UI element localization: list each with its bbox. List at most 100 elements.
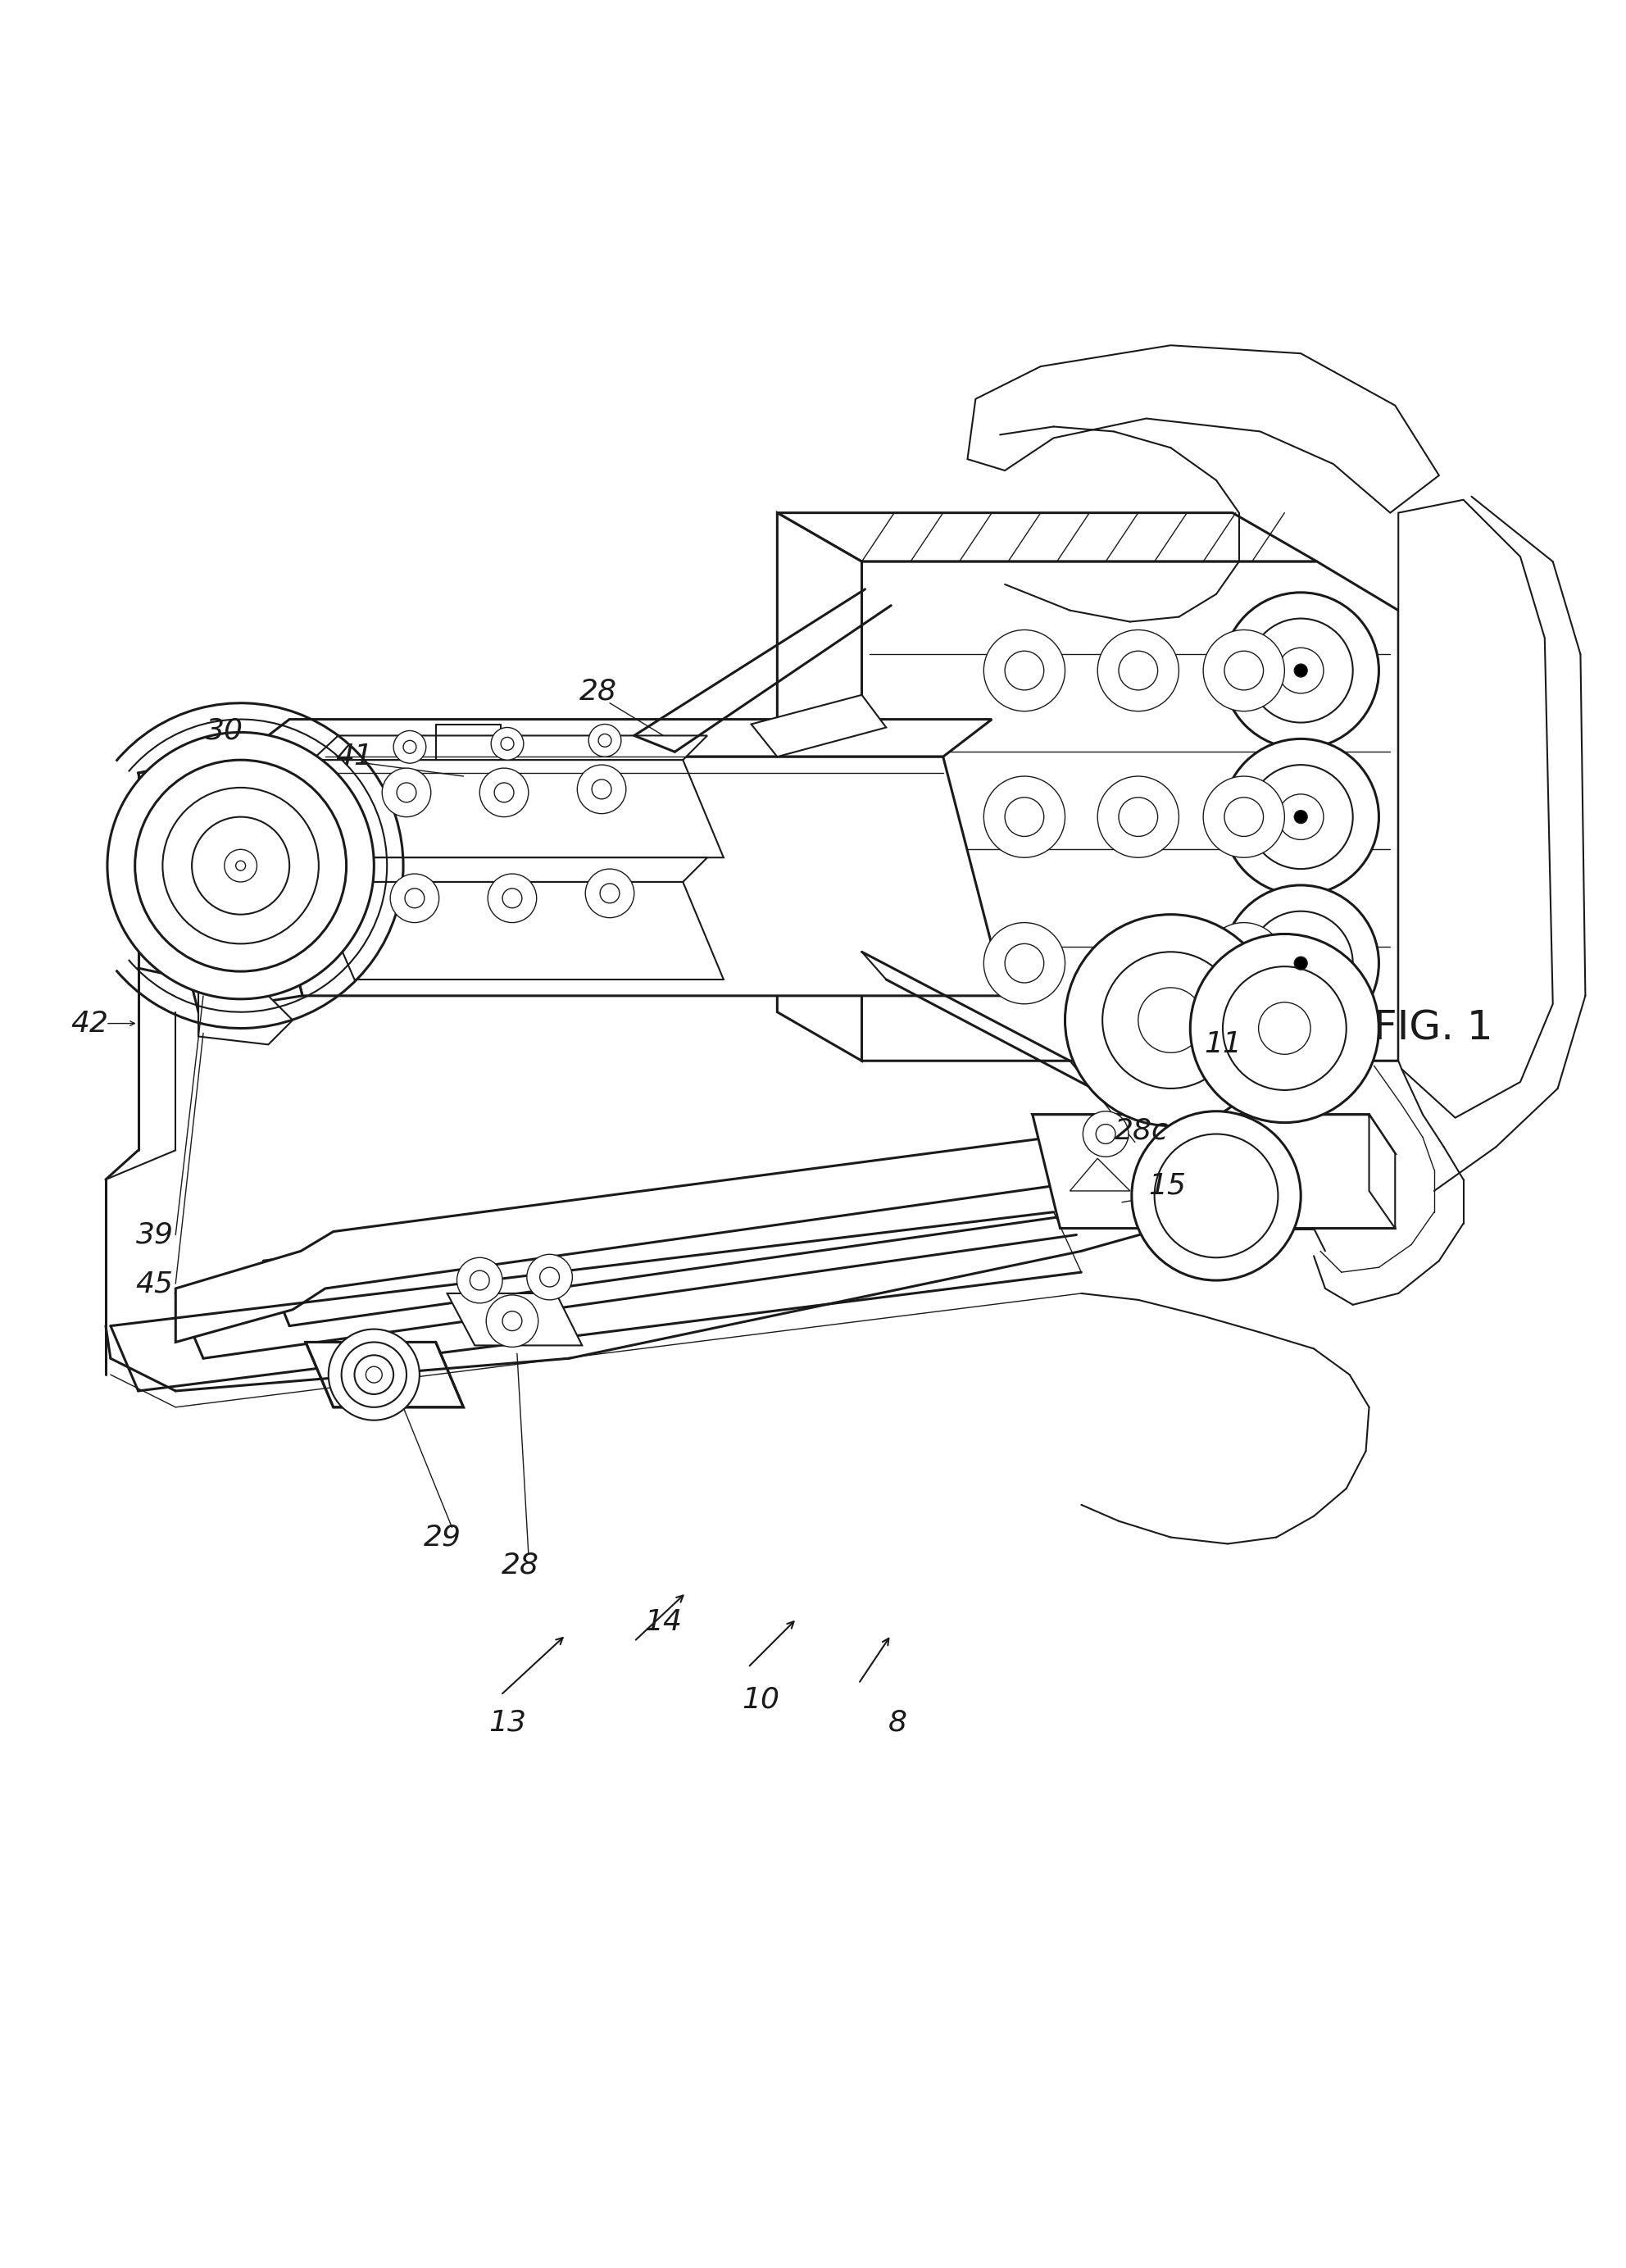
Circle shape: [984, 631, 1065, 712]
Circle shape: [1224, 943, 1263, 982]
Polygon shape: [312, 882, 724, 980]
Circle shape: [1190, 934, 1379, 1123]
Circle shape: [403, 739, 416, 753]
Circle shape: [1098, 776, 1179, 857]
Circle shape: [457, 1256, 502, 1304]
Circle shape: [1083, 1111, 1128, 1157]
Circle shape: [224, 850, 257, 882]
Polygon shape: [198, 939, 293, 987]
Circle shape: [592, 780, 611, 798]
Polygon shape: [862, 562, 1398, 1061]
Circle shape: [1119, 798, 1158, 837]
Circle shape: [577, 764, 626, 814]
Text: 39: 39: [135, 1220, 174, 1250]
Text: 10: 10: [741, 1685, 780, 1715]
Polygon shape: [306, 1343, 463, 1406]
Circle shape: [1249, 912, 1353, 1016]
Polygon shape: [447, 1293, 582, 1345]
Circle shape: [1294, 810, 1307, 823]
Circle shape: [1203, 923, 1285, 1005]
Text: 29: 29: [423, 1524, 462, 1551]
Circle shape: [1249, 619, 1353, 723]
Circle shape: [1223, 966, 1346, 1091]
Circle shape: [1259, 1002, 1311, 1055]
Circle shape: [405, 889, 424, 907]
Polygon shape: [1398, 499, 1553, 1118]
Circle shape: [1154, 1134, 1278, 1256]
Circle shape: [135, 760, 346, 971]
Text: 14: 14: [644, 1608, 683, 1635]
Circle shape: [382, 769, 431, 816]
Circle shape: [390, 873, 439, 923]
Polygon shape: [1033, 1114, 1395, 1154]
Circle shape: [1278, 794, 1324, 839]
Text: 28: 28: [579, 678, 618, 705]
Circle shape: [107, 733, 374, 998]
Circle shape: [1119, 651, 1158, 689]
Circle shape: [1249, 764, 1353, 869]
Circle shape: [486, 1295, 538, 1347]
Polygon shape: [967, 345, 1439, 513]
Text: 28c: 28c: [1114, 1116, 1169, 1145]
Circle shape: [1119, 943, 1158, 982]
Text: 42: 42: [70, 1009, 109, 1036]
Circle shape: [393, 730, 426, 764]
Polygon shape: [241, 758, 1005, 996]
Polygon shape: [138, 758, 302, 1012]
Circle shape: [598, 735, 611, 746]
Circle shape: [1138, 987, 1203, 1052]
Polygon shape: [777, 513, 1317, 562]
Circle shape: [236, 862, 246, 871]
Polygon shape: [1070, 1159, 1130, 1191]
Text: 30: 30: [205, 717, 244, 744]
Circle shape: [1223, 592, 1379, 748]
Circle shape: [1098, 923, 1179, 1005]
Text: 41: 41: [335, 744, 374, 771]
Text: FIG. 1: FIG. 1: [1374, 1009, 1493, 1048]
Circle shape: [1005, 943, 1044, 982]
Circle shape: [328, 1329, 420, 1420]
Text: 13: 13: [488, 1708, 527, 1737]
Circle shape: [1224, 651, 1263, 689]
Circle shape: [984, 923, 1065, 1005]
Polygon shape: [751, 694, 886, 758]
Circle shape: [600, 885, 620, 903]
Circle shape: [163, 787, 319, 943]
Text: 28: 28: [501, 1551, 540, 1579]
Circle shape: [1203, 631, 1285, 712]
Circle shape: [480, 769, 528, 816]
Polygon shape: [312, 735, 707, 760]
Polygon shape: [198, 984, 293, 1046]
Circle shape: [1132, 1111, 1301, 1281]
Circle shape: [502, 889, 522, 907]
Circle shape: [1096, 1125, 1115, 1143]
Polygon shape: [312, 857, 707, 882]
Circle shape: [491, 728, 524, 760]
Polygon shape: [176, 758, 504, 984]
Text: 11: 11: [1203, 1030, 1242, 1059]
Text: 45: 45: [135, 1270, 174, 1297]
Text: 15: 15: [1148, 1173, 1187, 1200]
Circle shape: [488, 873, 537, 923]
Circle shape: [1005, 651, 1044, 689]
Circle shape: [1005, 798, 1044, 837]
Circle shape: [1278, 941, 1324, 987]
Circle shape: [1278, 649, 1324, 694]
Polygon shape: [176, 1125, 1167, 1343]
Circle shape: [1203, 776, 1285, 857]
Circle shape: [1294, 957, 1307, 971]
Polygon shape: [312, 760, 724, 857]
Circle shape: [192, 816, 289, 914]
Circle shape: [984, 776, 1065, 857]
Circle shape: [366, 1368, 382, 1383]
Circle shape: [354, 1356, 393, 1395]
Circle shape: [540, 1268, 559, 1286]
Circle shape: [397, 782, 416, 803]
Circle shape: [527, 1254, 572, 1300]
Polygon shape: [1369, 1114, 1395, 1229]
Circle shape: [341, 1343, 406, 1406]
Circle shape: [1223, 885, 1379, 1041]
Circle shape: [1224, 798, 1263, 837]
Circle shape: [1102, 953, 1239, 1089]
Circle shape: [585, 869, 634, 919]
